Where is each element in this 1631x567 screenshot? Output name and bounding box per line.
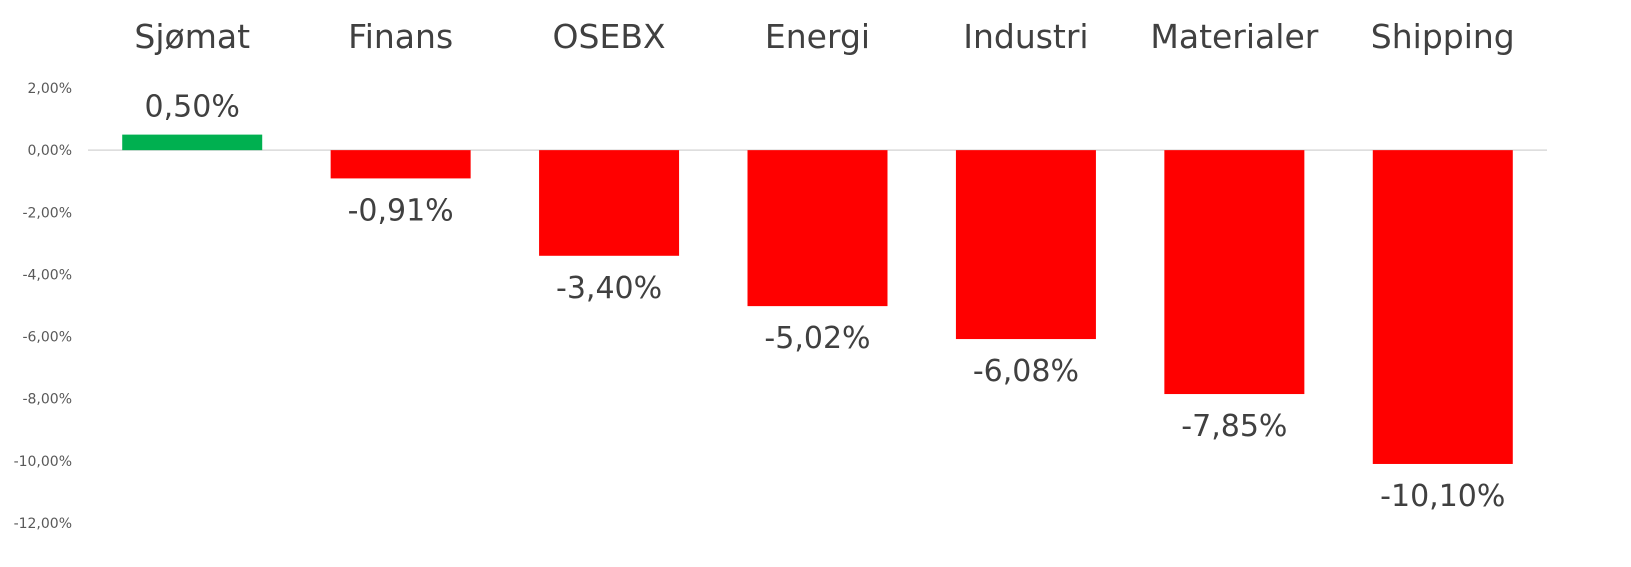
bar [1164,150,1305,395]
bar [330,150,471,179]
y-axis-ticks: 2,00% 0,00% -2,00% -4,00% -6,00% -8,00% -10,00… [14,81,72,532]
category-label: Materialer [1150,17,1318,56]
y-tick-label: 0,00% [28,143,72,159]
y-tick-label: -10,00% [14,454,72,470]
bar [539,150,680,256]
category-labels-group: Sjømat Finans OSEBX Energi Industri Materiale… [134,17,1514,56]
y-tick-label: -6,00% [22,330,72,346]
y-tick-label: -8,00% [22,392,72,408]
category-label: OSEBX [553,17,666,56]
data-label: -0,91% [348,193,454,228]
category-label: Energi [765,17,870,56]
data-labels-group: 0,50% -0,91% -3,40% -5,02% -6,08% -7,85% -10,1… [145,90,1506,514]
data-label: -5,02% [764,321,870,356]
data-label: 0,50% [145,90,240,125]
data-label: -10,10% [1380,479,1505,514]
bars-group [122,134,1513,464]
bar [955,150,1096,340]
data-label: -7,85% [1181,409,1287,444]
bar [1372,150,1513,464]
y-tick-label: -4,00% [22,267,72,283]
data-label: -3,40% [556,271,662,306]
bar [122,134,263,151]
category-label: Shipping [1371,17,1515,56]
y-tick-label: -12,00% [14,516,72,532]
category-label: Sjømat [134,17,250,56]
category-label: Industri [963,17,1088,56]
data-label: -6,08% [973,354,1079,389]
category-label: Finans [348,17,453,56]
y-tick-label: -2,00% [22,205,72,221]
y-tick-label: 2,00% [28,81,72,97]
bar [747,150,888,307]
